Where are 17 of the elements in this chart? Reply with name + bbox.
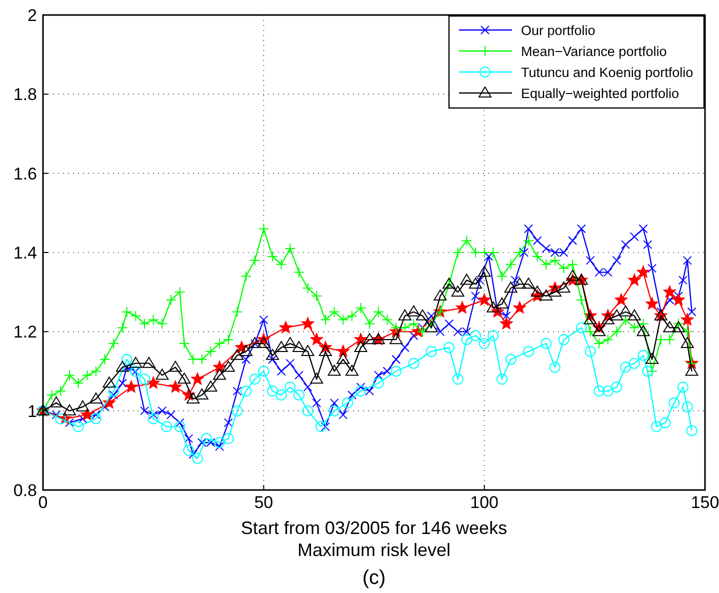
y-tick-label: 1.8 bbox=[13, 85, 37, 104]
text: (c) bbox=[362, 567, 386, 589]
y-tick-label: 0.8 bbox=[13, 481, 37, 500]
legend-label: Tutuncu and Koenig portfolio bbox=[521, 65, 694, 80]
legend-label: Mean−Variance portfolio bbox=[521, 44, 667, 59]
legend-label: Our portfolio bbox=[521, 23, 596, 38]
y-tick-label: 1.4 bbox=[13, 244, 37, 262]
x-tick-label: 0 bbox=[38, 493, 48, 512]
y-tick-label: 1.2 bbox=[13, 322, 37, 342]
y-tick-label: 2 bbox=[28, 6, 37, 25]
legend-label: Equally−weighted portfolio bbox=[521, 86, 679, 101]
x-axis-title: Start from 03/2005 for 146 weeks Maximum risk level bbox=[240, 518, 508, 560]
y-tick-label: 1.6 bbox=[13, 164, 37, 184]
x-tick-label: 150 bbox=[690, 493, 719, 512]
x-tick-label: 50 bbox=[254, 493, 274, 512]
y-tick-label: 1 bbox=[28, 402, 37, 421]
x-tick-label: 100 bbox=[470, 493, 499, 512]
